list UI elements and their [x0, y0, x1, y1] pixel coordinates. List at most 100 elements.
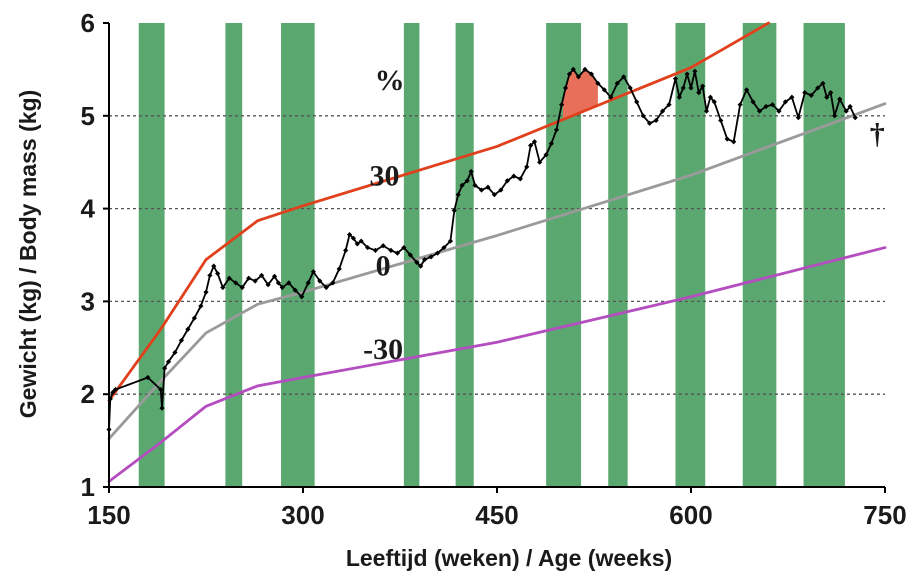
observed-point [478, 187, 485, 193]
observed-point [211, 263, 217, 269]
observed-point [684, 71, 690, 77]
observed-point [162, 365, 168, 371]
observed-point [203, 289, 209, 295]
observed-point [233, 280, 239, 286]
observed-point [700, 83, 706, 89]
observed-point [464, 178, 470, 184]
observed-point [570, 66, 576, 72]
observed-point [178, 337, 185, 343]
x-tick-label: 300 [281, 500, 324, 530]
annotation-label: -30 [363, 333, 403, 366]
observed-point [588, 71, 595, 77]
observed-point [824, 94, 830, 100]
observed-point [299, 294, 305, 300]
observed-point [614, 80, 620, 86]
annotation-label: % [375, 64, 405, 97]
x-tick-label: 750 [863, 500, 906, 530]
observed-point [820, 80, 826, 86]
observed-point [207, 272, 213, 279]
observed-point [252, 278, 258, 284]
band [675, 23, 706, 487]
observed-point [828, 90, 834, 96]
observed-point [843, 108, 849, 114]
observed-point [543, 152, 549, 158]
observed-point [350, 235, 357, 241]
observed-point [414, 259, 420, 266]
observed-point [744, 87, 750, 93]
observed-point [837, 96, 843, 102]
observed-point [165, 359, 172, 365]
band [281, 23, 315, 487]
y-tick-label: 6 [81, 8, 95, 38]
observed-point [595, 80, 601, 86]
observed-point [279, 284, 285, 291]
observed-point [692, 68, 698, 74]
observed-point [750, 99, 756, 105]
observed-point [401, 244, 407, 251]
observed-point [562, 85, 569, 91]
observed-point [158, 386, 164, 393]
observed-point [802, 90, 808, 96]
observed-point [358, 238, 364, 244]
series-upper [107, 21, 770, 403]
observed-point [608, 94, 614, 100]
observed-point [354, 241, 360, 247]
band [608, 23, 628, 487]
observed-point [455, 192, 461, 198]
observed-point [815, 85, 821, 91]
observed-point [259, 272, 265, 279]
observed-point [575, 74, 582, 80]
observed-point [215, 270, 221, 277]
observed-point [737, 102, 743, 108]
observed-point [112, 386, 119, 393]
observed-point [275, 280, 282, 286]
observed-point [428, 254, 434, 260]
observed-point [330, 280, 336, 286]
x-axis-label: Leeftijd (weken) / Age (weeks) [346, 545, 672, 571]
observed-point [517, 176, 523, 182]
axes [103, 22, 886, 493]
observed-point [365, 244, 371, 251]
series-reference [107, 102, 887, 441]
y-tick-label: 3 [81, 286, 95, 316]
exceedance-highlight [562, 69, 598, 120]
observed-point [317, 278, 323, 284]
observed-point [601, 87, 607, 93]
observed-point [621, 74, 627, 80]
observed-point [292, 287, 298, 293]
observed-point [852, 115, 858, 121]
observed-point [707, 94, 713, 100]
observed-point [559, 102, 565, 108]
observed-point [380, 243, 386, 249]
observed-point [524, 164, 530, 170]
observed-point [185, 326, 191, 332]
observed-point [756, 108, 763, 114]
series-lower [107, 246, 887, 483]
observed-point [831, 113, 838, 119]
observed-point [265, 282, 271, 288]
band [225, 23, 243, 487]
observed-point [305, 280, 311, 286]
observed-point [459, 182, 465, 188]
observed-point [271, 273, 278, 279]
observed-point [286, 280, 292, 286]
observed-point [172, 349, 178, 356]
observed-point [659, 108, 666, 114]
observed-point [451, 207, 457, 214]
exceedance-area [562, 69, 598, 120]
observed-point [703, 108, 710, 114]
x-tick-label: 600 [669, 500, 712, 530]
observed-point [447, 238, 454, 244]
observed-markers [106, 66, 858, 433]
annotation-label: 0 [376, 249, 391, 282]
band [742, 23, 777, 487]
observed-point [647, 120, 653, 126]
observed-point [724, 136, 730, 142]
observed-point [407, 252, 413, 258]
observed-point [198, 303, 204, 309]
y-tick-label: 1 [81, 472, 95, 502]
observed-point [246, 275, 252, 281]
y-tick-label: 2 [81, 379, 95, 409]
observed-point [696, 90, 702, 96]
